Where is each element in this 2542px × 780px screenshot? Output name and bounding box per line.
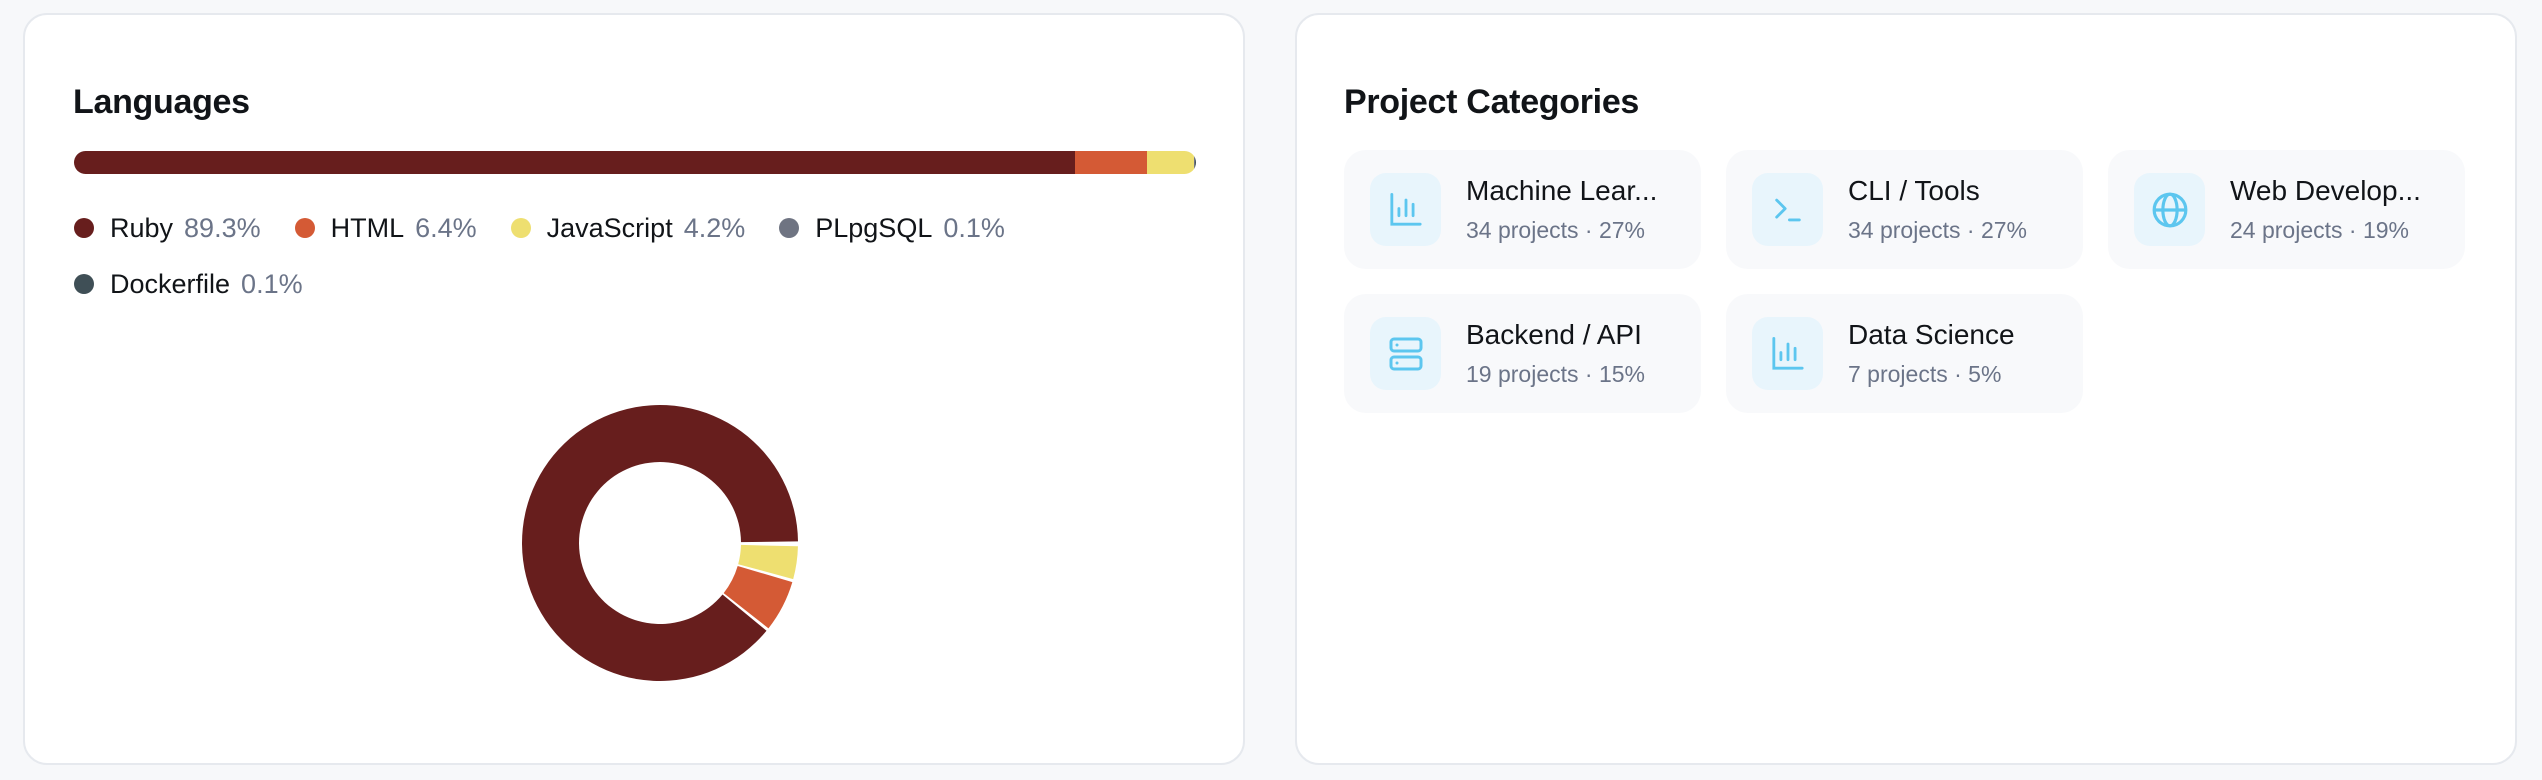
- category-stats: 34 projects · 27%: [1466, 217, 1645, 243]
- category-name: CLI / Tools: [1848, 175, 1980, 206]
- donut-slice-html: [723, 565, 793, 629]
- bar-segment-dockerfile: [1194, 151, 1196, 174]
- category-name: Backend / API: [1466, 319, 1642, 350]
- legend-dot: [510, 218, 531, 238]
- legend-percent: 0.1%: [943, 212, 1005, 243]
- languages-title: Languages: [73, 83, 250, 121]
- globe-icon: [2134, 173, 2205, 246]
- category-machine-learning[interactable]: Machine Lear... 34 projects · 27%: [1344, 150, 1701, 269]
- project-categories-card: Project Categories Machine Lear... 34 pro…: [1295, 13, 2517, 765]
- category-cli-tools[interactable]: CLI / Tools 34 projects · 27%: [1726, 150, 2083, 269]
- category-stats: 24 projects · 19%: [2230, 217, 2409, 243]
- legend-name: JavaScript: [546, 212, 673, 243]
- legend-item-ruby: Ruby 89.3%: [74, 211, 261, 245]
- bar-segment-plpgsql: [1193, 151, 1195, 174]
- legend-percent: 89.3%: [184, 212, 261, 243]
- legend-percent: 4.2%: [683, 212, 746, 243]
- legend-name: HTML: [330, 212, 405, 243]
- legend-item-html: HTML 6.4%: [294, 211, 477, 245]
- legend-percent: 0.1%: [241, 268, 303, 299]
- legend-dot: [294, 218, 315, 238]
- category-stats: 19 projects · 15%: [1466, 361, 1645, 387]
- legend-item-plpgsql: PLpgSQL 0.1%: [779, 211, 1005, 245]
- legend-name: Ruby: [110, 212, 174, 243]
- server-icon: [1370, 317, 1441, 390]
- category-name: Data Science: [1848, 319, 2015, 350]
- languages-donut-chart: [522, 405, 798, 682]
- bar-chart-icon: [1752, 317, 1823, 390]
- category-grid: Machine Lear... 34 projects · 27% CLI / T…: [1344, 150, 2465, 413]
- bar-segment-html: [1074, 151, 1147, 174]
- category-stats: 34 projects · 27%: [1848, 217, 2027, 243]
- legend-percent: 6.4%: [415, 212, 477, 243]
- bar-segment-javascript: [1146, 151, 1194, 174]
- languages-stacked-bar: [74, 151, 1196, 174]
- category-name: Web Develop...: [2230, 175, 2421, 206]
- category-stats: 7 projects · 5%: [1848, 361, 2002, 387]
- languages-legend: Ruby 89.3% HTML 6.4% JavaScript 4.2% PLpgSQ…: [74, 211, 1174, 301]
- project-categories-title: Project Categories: [1344, 83, 1640, 121]
- legend-name: Dockerfile: [110, 268, 231, 299]
- terminal-icon: [1752, 173, 1823, 246]
- legend-dot: [74, 274, 94, 294]
- legend-name: PLpgSQL: [815, 212, 933, 243]
- legend-dot: [779, 218, 800, 238]
- donut-slice-javascript: [738, 544, 798, 580]
- donut-slice-ruby: [522, 405, 798, 682]
- legend-dot: [74, 218, 94, 238]
- bar-chart-icon: [1370, 173, 1441, 246]
- category-name: Machine Lear...: [1466, 175, 1658, 206]
- bar-segment-ruby: [74, 151, 1075, 174]
- category-backend-api[interactable]: Backend / API 19 projects · 15%: [1344, 294, 1701, 413]
- legend-item-dockerfile: Dockerfile 0.1%: [74, 267, 303, 301]
- category-web-development[interactable]: Web Develop... 24 projects · 19%: [2108, 150, 2465, 269]
- category-data-science[interactable]: Data Science 7 projects · 5%: [1726, 294, 2083, 413]
- languages-card: Languages Ruby 89.3% HTML 6.4% JavaScript 4…: [23, 13, 1245, 765]
- legend-item-javascript: JavaScript 4.2%: [510, 211, 746, 245]
